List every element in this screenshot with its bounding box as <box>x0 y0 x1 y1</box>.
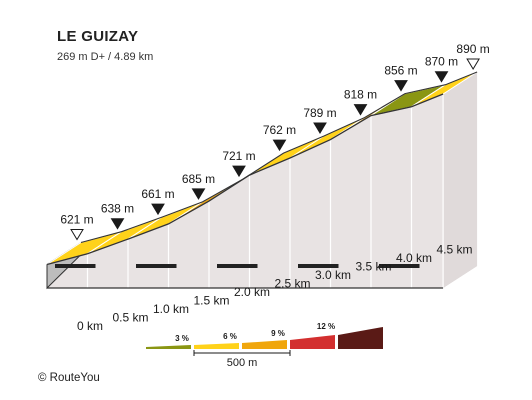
x-tick-label: 1.5 km <box>193 294 229 308</box>
elevation-label: 621 m <box>60 213 93 227</box>
elevation-marker <box>434 71 449 83</box>
legend-grade-wedge <box>242 340 287 349</box>
elevation-marker <box>70 229 84 241</box>
elevation-label: 890 m <box>456 42 489 56</box>
elevation-marker <box>272 139 287 152</box>
x-tick-label: 2.5 km <box>274 277 310 291</box>
elevation-label: 870 m <box>425 55 458 69</box>
chart-title: LE GUIZAY <box>57 28 139 45</box>
elevation-marker <box>151 203 165 216</box>
x-tick-label: 1.0 km <box>153 302 189 316</box>
elevation-label: 638 m <box>101 202 134 216</box>
legend-grade-label: 9 % <box>271 329 285 338</box>
legend-grade-wedge <box>290 335 335 349</box>
legend-grade-label: 12 % <box>317 322 335 331</box>
profile-back-edge <box>80 71 478 244</box>
copyright-notice: © RouteYou <box>38 372 100 384</box>
x-tick-label: 3.0 km <box>315 268 351 282</box>
elevation-marker <box>353 104 368 116</box>
legend-grade-label: 3 % <box>175 334 189 343</box>
x-tick-label: 4.0 km <box>396 251 432 265</box>
x-tick-label: 4.5 km <box>436 243 472 257</box>
legend-grade-wedge <box>146 345 191 349</box>
x-tick-label: 0.5 km <box>112 311 148 325</box>
x-tick-label: 2.0 km <box>234 285 270 299</box>
elevation-label: 661 m <box>141 187 174 201</box>
profile-end-wall <box>443 72 478 288</box>
scale-bar-label: 500 m <box>227 357 258 369</box>
chart-subtitle: 269 m D+ / 4.89 km <box>57 51 154 63</box>
legend-grade-wedge <box>338 327 383 349</box>
elevation-marker <box>394 80 408 92</box>
elevation-marker <box>110 218 125 230</box>
elevation-label: 856 m <box>384 64 417 78</box>
elevation-marker <box>466 58 480 70</box>
elevation-marker <box>191 188 206 200</box>
x-tick-label: 3.5 km <box>355 260 391 274</box>
elevation-marker <box>313 122 327 134</box>
elevation-label: 789 m <box>303 106 336 120</box>
elevation-label: 721 m <box>222 149 255 163</box>
elevation-label: 685 m <box>182 172 215 186</box>
elevation-label: 818 m <box>344 88 377 102</box>
elevation-label: 762 m <box>263 123 296 137</box>
x-tick-label: 0 km <box>77 319 103 333</box>
legend-grade-wedge <box>194 343 239 349</box>
elevation-marker <box>232 165 246 178</box>
legend-grade-label: 6 % <box>223 332 237 341</box>
